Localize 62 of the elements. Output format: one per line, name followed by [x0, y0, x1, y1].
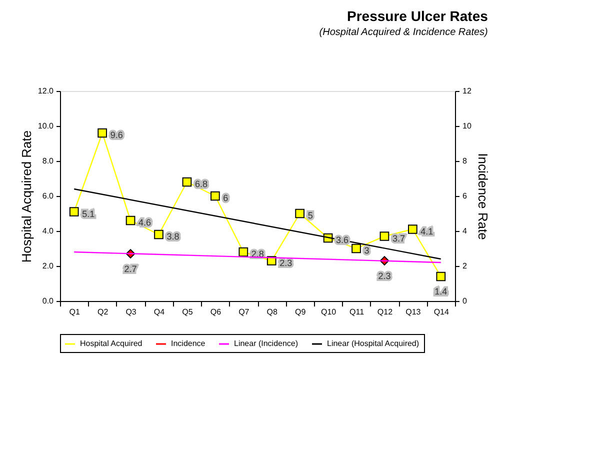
data-label: 6	[223, 193, 228, 203]
legend-label: Incidence	[171, 339, 206, 348]
point	[126, 216, 136, 226]
point	[238, 247, 248, 257]
point	[182, 177, 192, 187]
x-tick-label: Q9	[294, 308, 306, 316]
data-label: 2.3	[378, 270, 391, 281]
y-tick-label: 2.0	[42, 262, 54, 270]
y2-tick-label: 6	[462, 192, 468, 200]
data-label: 1.4	[434, 286, 448, 296]
data-label: 4.1	[420, 226, 434, 236]
x-tick-label: Q6	[210, 308, 222, 316]
y2-axis-title: Incidence Rate	[475, 153, 490, 240]
y-tick-label: 6.0	[42, 192, 54, 200]
y-tick-label: 10.0	[38, 122, 54, 130]
point	[98, 128, 108, 138]
point	[210, 191, 220, 201]
x-tick-label: Q13	[406, 308, 422, 316]
point	[352, 244, 361, 254]
data-label: 4.6	[138, 218, 152, 228]
x-tick-label: Q4	[154, 308, 166, 316]
x-tick-label: Q10	[320, 308, 337, 316]
y2-tick-label: 10	[462, 122, 472, 130]
legend-label: Hospital Acquired	[80, 339, 142, 348]
x-tick-label: Q11	[349, 308, 365, 316]
data-label: 3	[364, 246, 370, 256]
point	[380, 232, 390, 241]
y2-tick-label: 12	[462, 86, 472, 96]
data-label: 5.1	[82, 208, 95, 219]
x-tick-label: Q5	[182, 308, 194, 316]
x-tick-label: Q14	[434, 308, 450, 316]
x-tick-label: Q2	[97, 308, 109, 316]
point	[154, 230, 164, 240]
legend-label: Linear (Hospital Acquired)	[327, 339, 420, 348]
y-tick-label: 8.0	[42, 156, 54, 166]
data-label: 2.7	[124, 264, 137, 274]
y2-tick-label: 4	[462, 226, 468, 236]
point	[408, 224, 418, 234]
x-tick-label: Q12	[377, 308, 394, 316]
data-label: 6.8	[194, 179, 208, 189]
data-label: 2.3	[280, 258, 292, 268]
x-tick-label: Q1	[69, 308, 80, 316]
y-tick-label: 0.0	[42, 296, 54, 306]
data-label: 5	[308, 210, 313, 220]
y2-tick-label: 8	[462, 156, 468, 166]
chart-subtitle: (Hospital Acquired & Incidence Rates)	[319, 27, 488, 38]
point	[295, 208, 305, 218]
chart-title: Pressure Ulcer Rates	[347, 8, 488, 24]
x-tick-label: Q7	[238, 308, 250, 316]
point	[436, 272, 446, 282]
legend-label: Linear (Incidence)	[234, 339, 298, 348]
data-label: 3.7	[392, 233, 405, 244]
y-tick-label: 12.0	[38, 86, 54, 96]
y-tick-label: 4.0	[42, 226, 54, 236]
y2-tick-label: 0	[462, 296, 468, 306]
x-tick-label: Q8	[266, 308, 278, 316]
point	[69, 207, 79, 216]
data-label: 3.8	[166, 232, 180, 242]
y-axis-title: Hospital Acquired Rate	[18, 130, 34, 263]
y2-tick-label: 2	[462, 262, 468, 270]
data-label: 9.6	[110, 130, 123, 140]
x-tick-label: Q3	[126, 308, 137, 316]
